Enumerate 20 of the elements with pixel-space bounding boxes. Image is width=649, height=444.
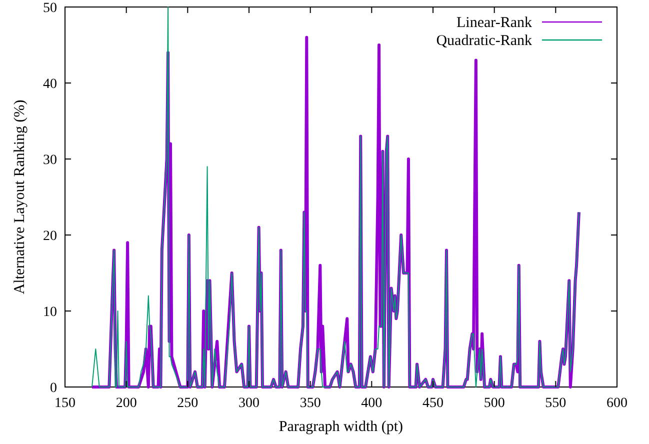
- x-tick-label: 550: [545, 396, 566, 411]
- x-tick-label: 350: [300, 396, 321, 411]
- y-tick-label: 50: [43, 1, 57, 16]
- legend-label: Linear-Rank: [456, 15, 532, 31]
- y-tick-label: 20: [43, 229, 57, 244]
- x-tick-label: 400: [361, 396, 382, 411]
- y-tick-label: 40: [43, 77, 57, 92]
- y-tick-label: 10: [43, 305, 57, 320]
- x-tick-label: 500: [484, 396, 505, 411]
- y-tick-label: 30: [43, 153, 57, 168]
- y-axis-title: Alternative Layout Ranking (%): [12, 100, 28, 294]
- x-tick-label: 450: [422, 396, 444, 411]
- x-axis-title: Paragraph width (pt): [278, 419, 404, 435]
- x-tick-label: 150: [54, 396, 76, 411]
- x-tick-label: 200: [116, 396, 137, 411]
- x-tick-label: 300: [238, 396, 260, 411]
- x-tick-label: 600: [606, 396, 628, 411]
- legend-label: Quadratic-Rank: [436, 33, 532, 49]
- y-tick-label: 0: [50, 381, 57, 396]
- x-tick-label: 250: [177, 396, 198, 411]
